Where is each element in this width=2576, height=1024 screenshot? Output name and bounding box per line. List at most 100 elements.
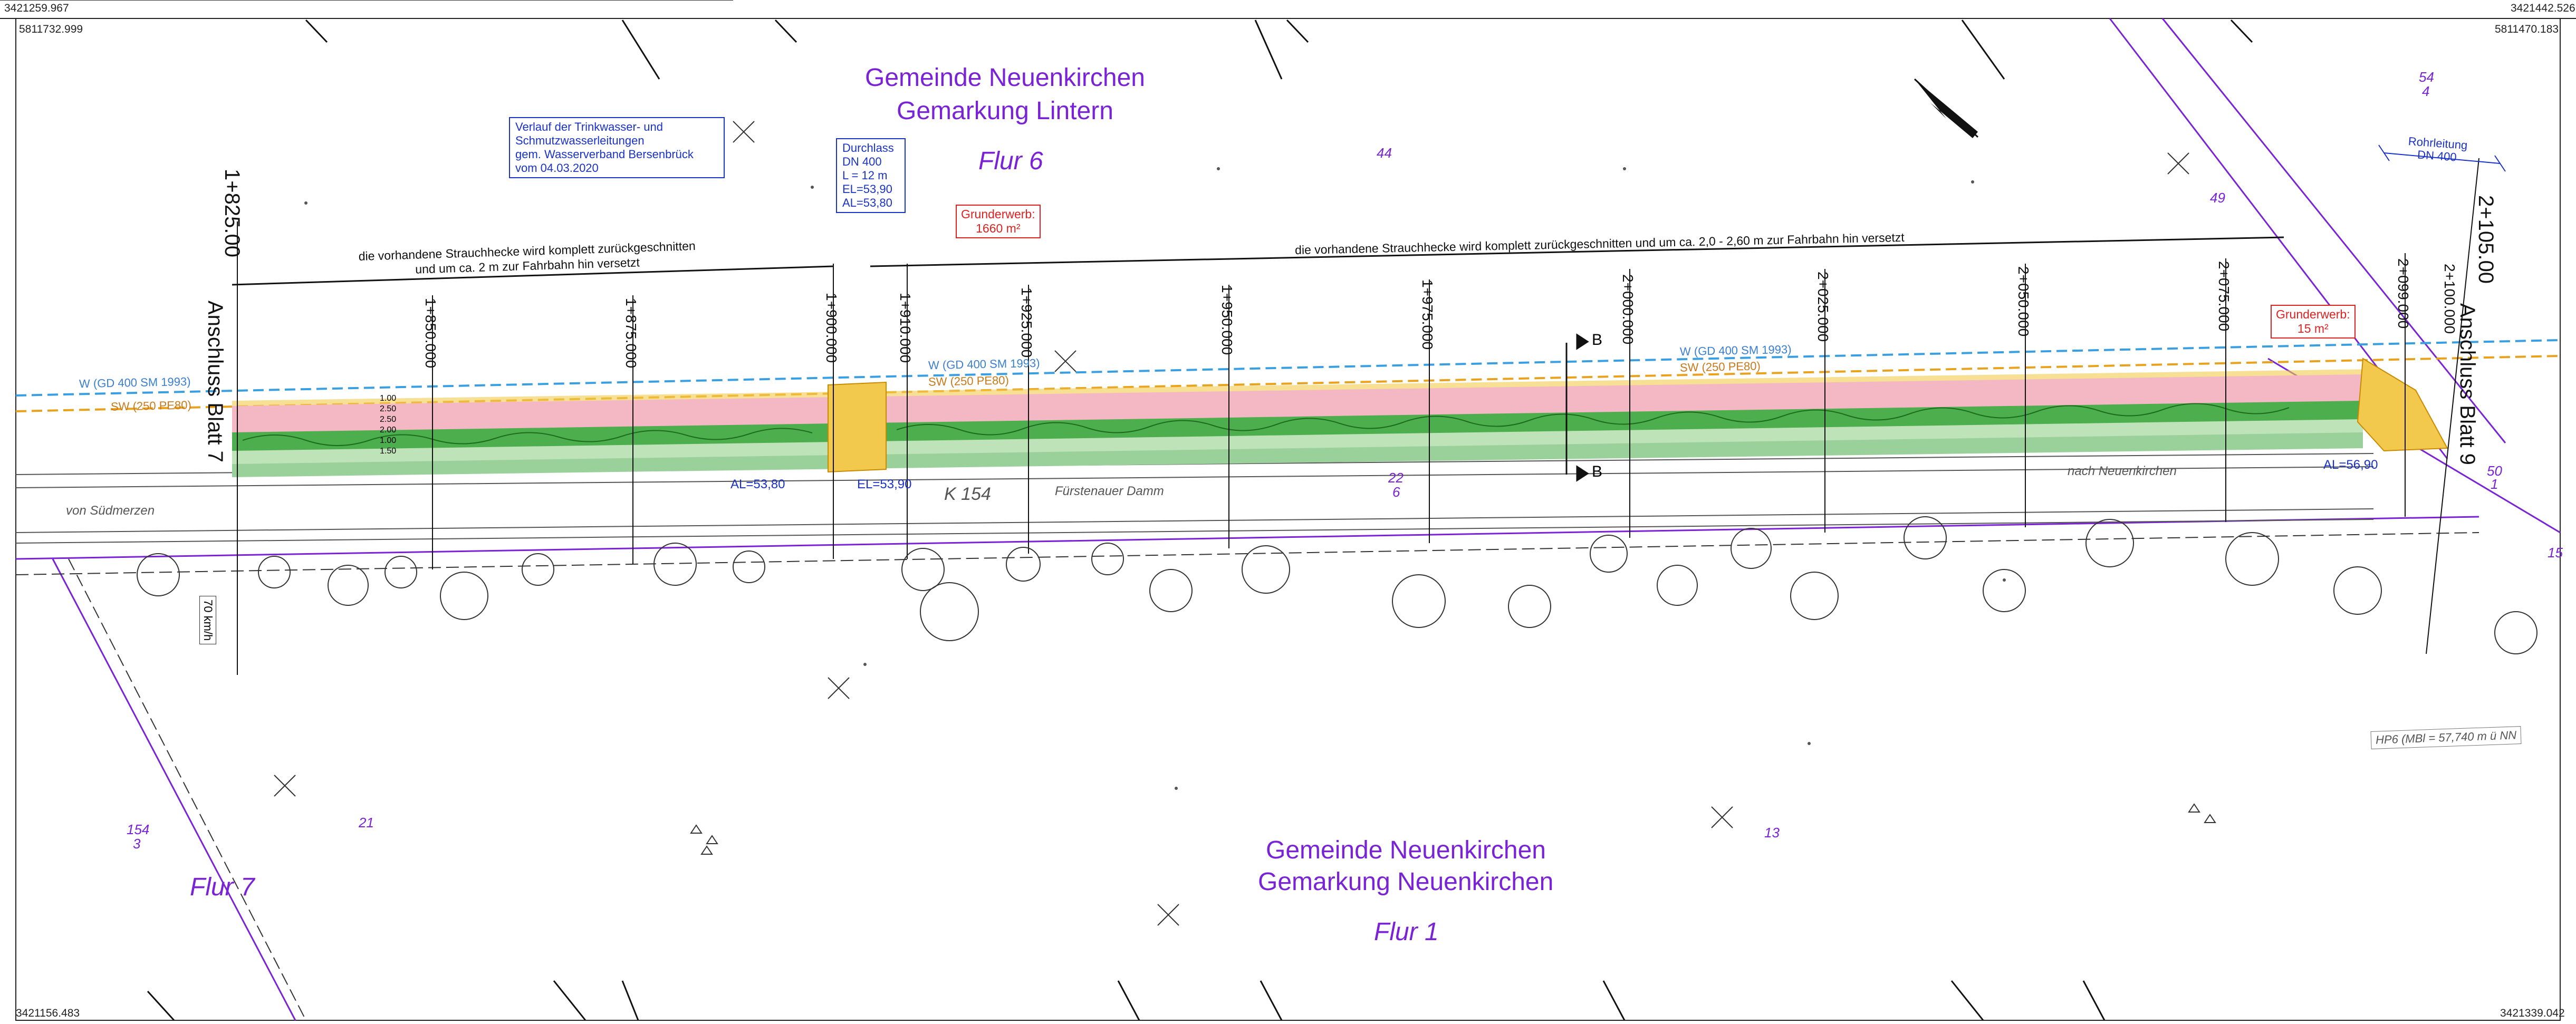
parcel-number-sub: 6	[1392, 484, 1400, 500]
parcel-number: 13	[1764, 825, 1780, 841]
survey-points	[304, 167, 2006, 790]
north-flur: Flur 6	[978, 147, 1043, 175]
culvert-al: AL=53,80	[842, 196, 892, 209]
trees	[137, 516, 2537, 654]
section-mark-label: B	[1592, 331, 1603, 349]
station-label: 1+925.000	[1018, 287, 1035, 358]
south-district: Gemarkung Neuenkirchen	[1258, 868, 1554, 896]
acquisition-title: Grunderwerb:	[2276, 307, 2350, 321]
station-label: 2+025.000	[1815, 272, 1831, 342]
parcel-number: 22	[1388, 470, 1404, 486]
entry-level-left: EL=53,90	[857, 477, 912, 491]
sewer-pipe-label: SW (250 PE80)	[1679, 359, 1761, 374]
speed-sign: 70 km/h	[199, 596, 216, 645]
culvert-length: L = 12 m	[842, 169, 888, 182]
water-pipe-label: W (GD 400 SM 1993)	[928, 356, 1040, 372]
section-mark-label: B	[1592, 463, 1603, 480]
culvert-area	[828, 381, 887, 473]
right-connection-station: 2+105.00	[2474, 195, 2497, 284]
parcel-number: 50	[2487, 463, 2502, 479]
hedge-note-lines	[232, 236, 2284, 286]
parcel-number-sub: 4	[2422, 83, 2430, 99]
parcel-number: 54	[2419, 69, 2434, 85]
acquisition-area: 1660 m²	[976, 221, 1021, 235]
road-street-name: Fürstenauer Damm	[1055, 484, 1164, 498]
parcel-number-sub: 3	[133, 836, 141, 852]
station-label: 2+000.000	[1620, 274, 1636, 345]
parcel-number: 21	[359, 815, 374, 830]
water-pipe-label: W (GD 400 SM 1993)	[1679, 342, 1792, 359]
dim-value: 2.00	[380, 426, 397, 434]
left-connection-station: 1+825.00	[220, 169, 244, 257]
culvert-title: Durchlass	[842, 141, 894, 154]
pipeline-note-line: vom 04.03.2020	[515, 161, 599, 175]
acquisition-box-2: Grunderwerb: 15 m²	[2271, 305, 2356, 339]
pipe-right-label: Rohrleitung DN 400	[2407, 134, 2468, 165]
station-label: 2+100.000	[2442, 264, 2458, 334]
boundary-dashes	[15, 532, 2479, 1021]
culvert-dn: DN 400	[842, 155, 882, 168]
flur7-label: Flur 7	[190, 873, 255, 901]
north-municipality: Gemeinde Neuenkirchen	[865, 64, 1145, 92]
road-widening	[232, 369, 2373, 477]
bush-clusters	[690, 803, 2216, 855]
culvert-el: EL=53,90	[842, 182, 892, 196]
station-label: 2+050.000	[2015, 266, 2032, 337]
dim-value: 1.50	[380, 447, 397, 456]
road-from-label: von Südmerzen	[66, 504, 155, 518]
pipeline-note-line: gem. Wasserverband Bersenbrück	[515, 148, 694, 161]
station-label: 1+910.000	[897, 293, 914, 363]
coord-bottom-right: 3421339.042	[2500, 1007, 2565, 1019]
dim-value: 1.00	[380, 436, 397, 445]
north-district: Gemarkung Lintern	[897, 97, 1113, 125]
pipeline-note-box: Verlauf der Trinkwasser- und Schmutzwass…	[509, 117, 725, 178]
grid-ticks	[147, 19, 2253, 1021]
road-number: K 154	[944, 484, 991, 504]
parcel-number-sub: 1	[2491, 476, 2498, 492]
coord-top-left-y: 5811732.999	[19, 23, 83, 35]
station-label: 1+875.000	[623, 298, 639, 369]
sewer-pipe-label: SW (250 PE80)	[110, 398, 192, 413]
station-label: 1+975.000	[1419, 279, 1436, 350]
station-label: 1+950.000	[1219, 285, 1235, 355]
road-to-label: nach Neuenkirchen	[2068, 464, 2177, 478]
south-flur: Flur 1	[1374, 918, 1439, 946]
coord-top-right-y: 5811470.183	[2495, 23, 2559, 35]
acquisition-box-1: Grunderwerb: 1660 m²	[956, 205, 1041, 238]
pipe-lines	[15, 339, 2561, 412]
acquisition-area: 15 m²	[2297, 322, 2329, 335]
station-lines	[237, 158, 2479, 675]
coord-top-left: 3421259.967	[4, 2, 69, 14]
parcel-number: 154	[127, 822, 150, 837]
right-connection-sheet: Anschluss Blatt 9	[2456, 303, 2479, 465]
dim-value: 1.00	[380, 394, 397, 403]
acquisition-title: Grunderwerb:	[961, 207, 1035, 221]
pipe-dimension	[2378, 144, 2506, 172]
pipeline-note-line: Schmutzwasserleitungen	[515, 134, 645, 147]
left-connection-sheet: Anschluss Blatt 7	[204, 301, 227, 462]
junction-area	[2357, 358, 2448, 452]
coord-top-right: 3421442.526	[2511, 2, 2575, 14]
culvert-box: Durchlass DN 400 L = 12 m EL=53,90 AL=53…	[836, 138, 906, 213]
station-label: 1+900.000	[823, 293, 840, 363]
invert-level-left: AL=53,80	[730, 477, 785, 491]
section-marker	[1565, 333, 1589, 482]
parcel-number: 49	[2210, 190, 2225, 206]
parcel-number: 15	[2548, 545, 2563, 561]
grid-crosses	[0, 0, 2189, 926]
cross-section-dims: 1.00 2.50 2.50 2.00 1.00 1.50	[380, 393, 396, 457]
pipeline-note-line: Verlauf der Trinkwasser- und	[515, 120, 664, 133]
south-municipality: Gemeinde Neuenkirchen	[1266, 836, 1546, 864]
water-pipe-label: W (GD 400 SM 1993)	[79, 374, 191, 391]
coord-bottom-left: 3421156.483	[16, 1007, 80, 1019]
station-label: 2+099.000	[2395, 258, 2411, 329]
dim-value: 2.50	[380, 404, 397, 413]
hedge-pattern	[242, 403, 2290, 446]
station-label: 2+075.000	[2216, 261, 2232, 332]
dim-value: 2.50	[380, 415, 397, 424]
station-label: 1+850.000	[422, 298, 439, 369]
parcel-number: 44	[1377, 145, 1392, 161]
invert-level-right: AL=56,90	[2323, 458, 2378, 472]
sewer-pipe-label: SW (250 PE80)	[928, 373, 1010, 389]
